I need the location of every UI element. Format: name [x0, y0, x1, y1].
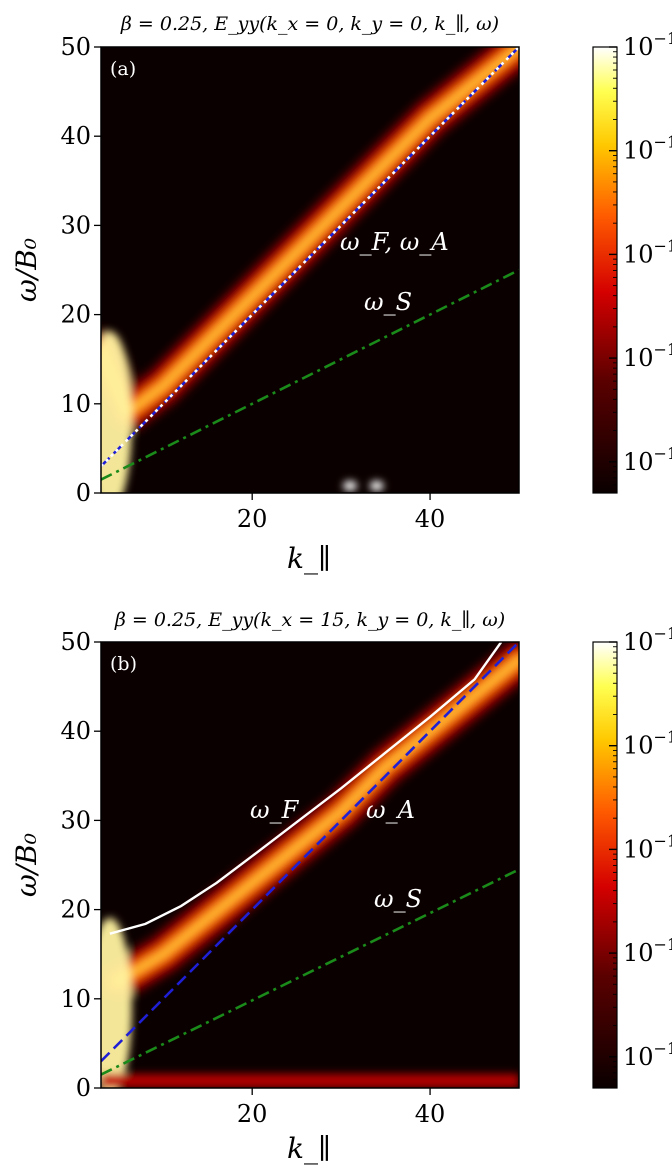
panel-b-heatmap	[101, 642, 519, 1088]
heatmap-low-k-blob	[101, 917, 132, 1088]
panel-b-frame	[100, 641, 520, 1089]
series-a-line	[101, 642, 519, 1063]
panel-a-annotation-fast-alfven: ω_F, ω_A	[340, 228, 449, 256]
x-tick-label: 40	[415, 505, 446, 533]
panel-b-annotation-slow: ω_S	[374, 885, 422, 913]
heatmap-spot	[343, 480, 358, 491]
y-tick-label: 50	[60, 628, 91, 656]
colorbar-tick-label: 10−16	[623, 935, 672, 967]
y-tick-label: 10	[60, 390, 91, 418]
series-s-line	[101, 868, 519, 1076]
colorbar-tick-label: 10−15	[623, 831, 672, 863]
y-tick-label: 40	[60, 717, 91, 745]
heatmap-bottom-band	[101, 1073, 519, 1088]
heatmap-low-k-blob	[101, 331, 132, 493]
panel-b-annotation-alfven: ω_A	[366, 796, 415, 824]
panel-b-colorbar	[592, 641, 618, 1089]
y-tick-label: 20	[60, 896, 91, 924]
panel-b: β = 0.25, E_yy(k_x = 15, k_y = 0, k_∥, ω…	[10, 609, 672, 1165]
panel-a-colorbar-ticks: 10−13 10−14 10−15 10−16 10−17	[609, 29, 672, 494]
y-tick-label: 40	[60, 122, 91, 150]
y-tick-label: 20	[60, 301, 91, 329]
y-tick-label: 0	[76, 1074, 91, 1102]
y-tick-label: 50	[60, 33, 91, 61]
panel-a-axes: 20 40 0 10 20 30 40 50	[60, 33, 445, 533]
panel-a-annotation-slow: ω_S	[364, 288, 412, 316]
series-f-line	[109, 642, 503, 935]
colorbar-tick-label: 10−16	[623, 340, 672, 372]
panel-a-label: (a)	[110, 58, 136, 80]
colorbar-tick-label: 10−14	[623, 728, 672, 760]
panel-b-annotation-fast: ω_F	[250, 796, 300, 824]
y-tick-label: 0	[76, 479, 91, 507]
x-tick-label: 20	[237, 505, 268, 533]
colorbar-tick-label: 10−17	[623, 1039, 672, 1071]
heatmap-spot	[369, 480, 384, 491]
panel-a-frame	[100, 46, 520, 494]
heatmap-ridge-core	[101, 47, 519, 417]
panel-a: β = 0.25, E_yy(k_x = 0, k_y = 0, k_∥, ω)…	[10, 13, 672, 575]
panel-b-label: (b)	[110, 653, 137, 675]
panel-a-xlabel: k_∥	[287, 542, 331, 575]
y-tick-label: 10	[60, 985, 91, 1013]
panel-b-colorbar-ticks: 10−13 10−14 10−15 10−16 10−17	[609, 624, 672, 1089]
panel-a-title: β = 0.25, E_yy(k_x = 0, k_y = 0, k_∥, ω)	[120, 13, 499, 35]
colorbar-tick-label: 10−14	[623, 133, 672, 165]
panel-b-axes: 20 40 0 10 20 30 40 50	[60, 628, 445, 1128]
series-s-line	[101, 268, 519, 481]
x-tick-label: 20	[237, 1100, 268, 1128]
colorbar-tick-label: 10−17	[623, 444, 672, 476]
panel-b-xlabel: k_∥	[287, 1132, 331, 1165]
colorbar-tick-label: 10−13	[623, 624, 672, 656]
panel-a-ylabel: ω/B₀	[10, 238, 43, 302]
panel-a-heatmap	[101, 47, 519, 493]
series-f-line	[101, 47, 519, 468]
heatmap-ridge-core	[114, 655, 519, 985]
x-tick-label: 40	[415, 1100, 446, 1128]
colorbar-tick-label: 10−13	[623, 29, 672, 61]
panel-b-curves	[101, 642, 519, 1076]
panel-b-ylabel: ω/B₀	[10, 833, 43, 897]
y-tick-label: 30	[60, 806, 91, 834]
panel-b-title: β = 0.25, E_yy(k_x = 15, k_y = 0, k_∥, ω…	[114, 609, 505, 631]
colorbar-tick-label: 10−15	[623, 236, 672, 268]
panel-a-curves	[101, 47, 519, 481]
y-tick-label: 30	[60, 211, 91, 239]
panel-a-colorbar	[592, 46, 618, 494]
